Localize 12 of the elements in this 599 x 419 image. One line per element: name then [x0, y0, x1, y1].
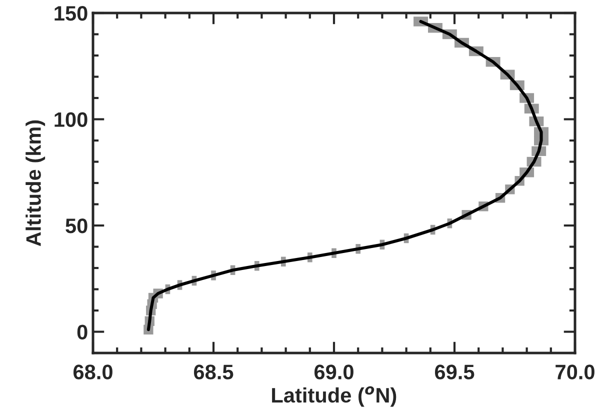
- x-tick-label: 68.0: [73, 364, 112, 380]
- y-axis-title: Altitude (km): [26, 120, 46, 246]
- y-tick-label: 100: [54, 112, 88, 128]
- line-series: [146, 20, 543, 332]
- x-tick-label: 70.0: [556, 364, 594, 380]
- y-tick-label: 50: [66, 218, 88, 234]
- x-tick-label: 69.5: [434, 364, 474, 380]
- y-tick-label: 150: [54, 6, 88, 21]
- x-tick-label: 69.0: [314, 364, 354, 380]
- y-tick-label: 0: [77, 324, 88, 340]
- x-tick-label: 68.5: [194, 364, 234, 380]
- x-axis-title: Latitude ($^{o}$N): [272, 386, 396, 407]
